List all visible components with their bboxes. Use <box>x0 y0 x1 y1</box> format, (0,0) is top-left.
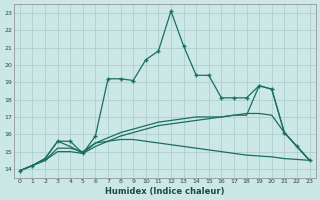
X-axis label: Humidex (Indice chaleur): Humidex (Indice chaleur) <box>105 187 224 196</box>
